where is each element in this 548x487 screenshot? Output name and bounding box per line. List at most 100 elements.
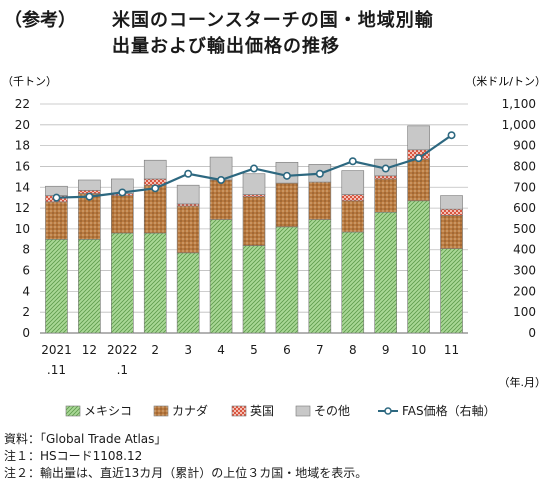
axis-ticks: 0246810121416182022010020030040050060070… [15,97,536,377]
bar-uk [242,194,266,197]
bar-other [341,170,365,195]
bar-mexico [275,226,299,334]
left-tick-label: 16 [15,159,30,173]
legend: メキシコ カナダ 英国 その他 FAS価格（右軸） [65,403,496,418]
bar-mexico [143,232,167,334]
right-tick-label: 400 [513,243,536,257]
bar-mexico [209,219,233,334]
right-tick-label: 0 [528,326,536,340]
legend-marker [384,407,392,415]
price-point [282,171,291,180]
bar-uk [440,208,463,216]
legend-mexico: メキシコ [65,404,132,418]
right-tick-label: 1,000 [502,118,536,132]
left-tick-label: 4 [22,284,30,298]
legend-swatch [295,405,311,417]
bar-other [143,159,167,180]
left-tick-label: 18 [15,139,30,153]
bar-canada [143,184,167,234]
bar-mexico [111,232,134,334]
bar-canada [45,201,68,240]
right-tick-label: 900 [513,139,536,153]
x-tick-label: 6 [283,343,291,357]
bar-canada [374,178,397,213]
bar-canada [407,158,430,202]
bar-canada [341,200,365,233]
bar-uk [176,203,200,207]
right-tick-label: 300 [513,264,536,278]
right-tick-label: 1,100 [502,97,536,111]
right-tick-label: 100 [513,305,536,319]
x-axis-unit: （年.月） [499,375,547,389]
note-2: 注２：輸出量は、直近13カ月（累計）の上位３カ国・地域を表示。 [4,466,368,480]
left-tick-label: 12 [15,201,30,215]
price-line [52,131,456,202]
bar-other [78,179,101,191]
price-point [414,154,423,163]
bar-other [176,184,200,205]
left-tick-label: 14 [15,180,30,194]
bar-canada [176,205,200,254]
price-point [217,175,226,184]
legend-fas-price: FAS価格（右軸） [378,403,496,418]
x-tick-label: 9 [382,343,390,357]
price-point [381,164,390,173]
chart-title-line1: 米国のコーンスターチの国・地域別輸 [112,10,434,31]
left-tick-label: 10 [15,222,30,236]
bar-other [242,173,266,195]
bar-mexico [341,231,365,334]
legend-label: 英国 [250,404,274,418]
x-tick-label: 2 [151,343,159,357]
legend-swatch [65,405,81,417]
price-point [315,169,324,178]
bar-mexico [45,239,68,334]
bar-mexico [308,219,332,334]
x-tick-label: 5 [250,343,258,357]
bar-canada [308,181,332,220]
x-tick-label: .1 [117,363,128,377]
price-point [250,164,259,173]
legend-label: FAS価格（右軸） [402,403,496,418]
x-tick-label: 8 [349,343,357,357]
price-point [118,188,127,197]
x-tick-label: 3 [184,343,192,357]
x-tick-label: 12 [82,343,97,357]
x-tick-label: 2021 [41,343,72,357]
right-axis-unit: （米ドル/トン） [465,75,546,88]
left-tick-label: 20 [15,118,30,132]
legend-swatch [153,405,169,417]
legend-canada: カナダ [153,403,208,418]
bar-mexico [374,211,397,334]
left-axis-unit: （千トン） [2,75,57,88]
bar-other [407,125,430,151]
left-tick-label: 0 [22,326,30,340]
price-point [184,169,193,178]
bar-canada [242,196,266,246]
left-tick-label: 6 [22,264,30,278]
bar-mexico [440,248,463,334]
right-tick-label: 700 [513,180,536,194]
x-tick-label: 4 [217,343,225,357]
bars [45,125,463,334]
bar-mexico [407,200,430,334]
bar-uk [374,175,397,180]
legend-label: カナダ [172,403,208,418]
price-point [85,192,94,201]
x-tick-label: 11 [444,343,459,357]
right-tick-label: 600 [513,201,536,215]
price-point [52,193,61,202]
legend-label: その他 [314,404,350,418]
x-tick-label: 2022 [107,343,138,357]
chart-title-line2: 出量および輸出価格の推移 [112,36,340,57]
bar-other [440,195,463,210]
left-tick-label: 2 [22,305,30,319]
notes: 資料：「Global Trade Atlas」 注１：HSコード1108.12 … [4,431,367,482]
right-tick-label: 500 [513,222,536,236]
bar-canada [111,195,134,234]
note-1: 注１：HSコード1108.12 [4,449,143,463]
x-tick-label: 10 [411,343,426,357]
legend-uk: 英国 [231,404,274,418]
bar-uk [341,194,365,202]
x-tick-label: 7 [316,343,324,357]
chart: （千トン） （米ドル/トン） （年.月） 0246810121416182022… [2,75,547,418]
